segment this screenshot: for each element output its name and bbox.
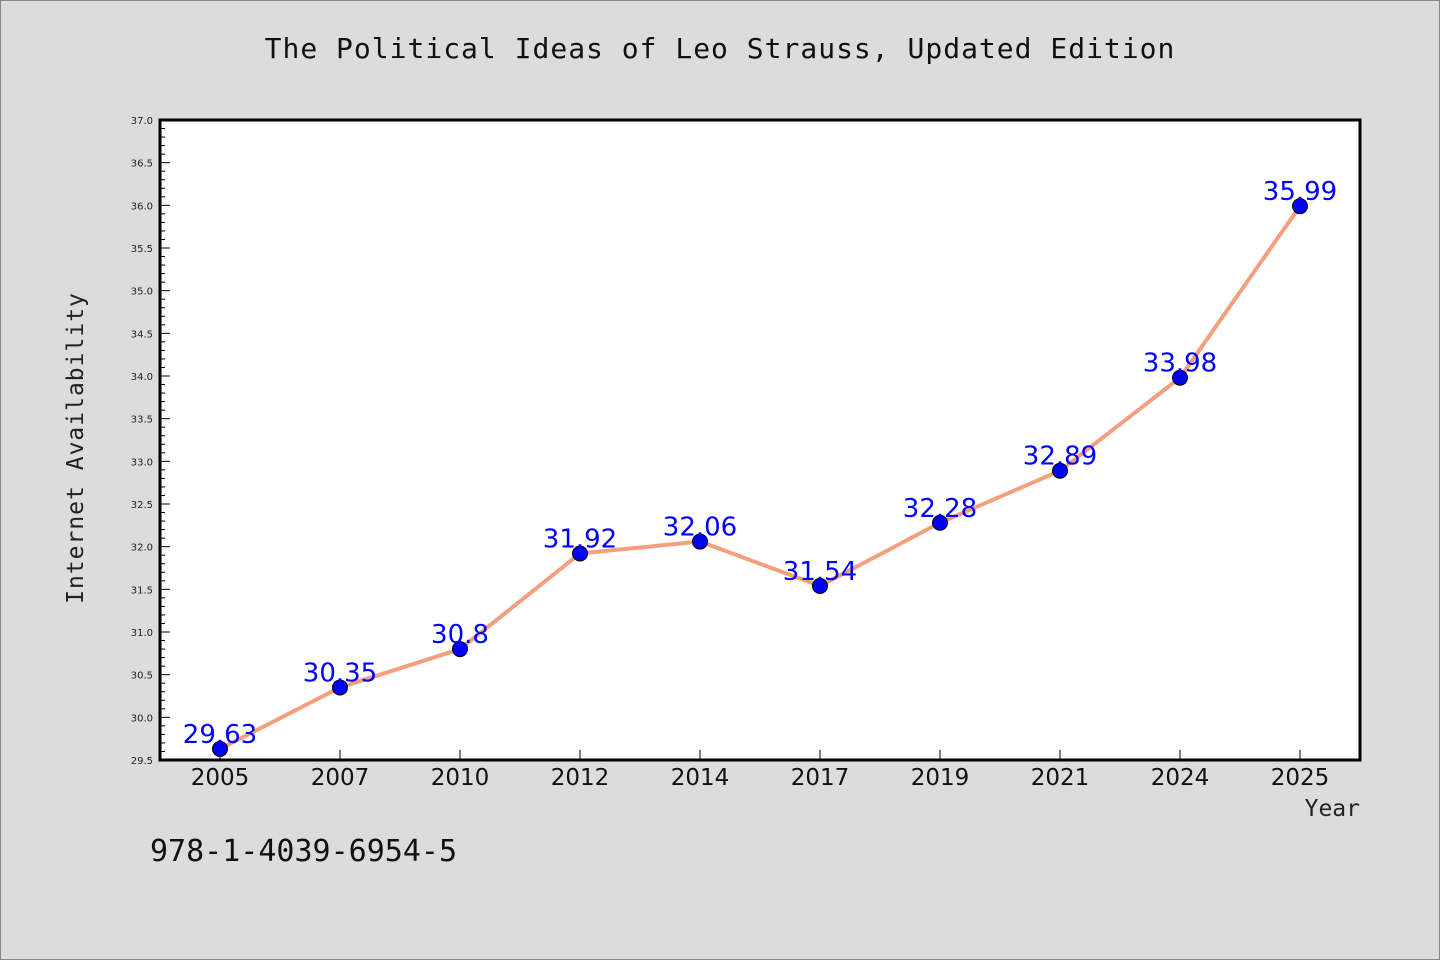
x-tick-label: 2017 bbox=[791, 765, 850, 791]
data-point bbox=[212, 740, 228, 757]
y-tick-label: 31.0 bbox=[131, 628, 153, 639]
data-label: 30.8 bbox=[431, 620, 489, 650]
x-tick-label: 2025 bbox=[1271, 765, 1330, 791]
y-tick-label: 31.5 bbox=[131, 585, 153, 596]
x-axis-label: Year bbox=[1304, 796, 1360, 822]
data-label: 31.54 bbox=[783, 557, 857, 587]
data-label: 32.06 bbox=[663, 513, 737, 543]
data-label: 32.89 bbox=[1023, 442, 1097, 472]
y-tick-label: 33.5 bbox=[131, 415, 153, 426]
data-point bbox=[1052, 462, 1068, 479]
y-tick-label: 30.5 bbox=[131, 671, 153, 682]
isbn-text: 978-1-4039-6954-5 bbox=[150, 834, 458, 869]
data-point bbox=[932, 514, 948, 531]
data-label: 30.35 bbox=[303, 658, 377, 688]
data-label: 33.98 bbox=[1143, 349, 1217, 379]
y-tick-label: 30.0 bbox=[131, 713, 153, 724]
x-tick-label: 2014 bbox=[671, 765, 730, 791]
data-label: 35.99 bbox=[1263, 177, 1337, 207]
y-tick-label: 36.5 bbox=[131, 159, 153, 170]
x-tick-label: 2024 bbox=[1151, 765, 1210, 791]
chart-title: The Political Ideas of Leo Strauss, Upda… bbox=[264, 32, 1176, 65]
y-axis-ticks: 29.5 30.0 30.5 31.0 31.5 32.0 32.5 33.0 33.5 34.0… bbox=[131, 116, 170, 767]
y-tick-label: 32.5 bbox=[131, 500, 153, 511]
x-tick-label: 2012 bbox=[551, 765, 610, 791]
data-label: 31.92 bbox=[543, 524, 617, 554]
y-tick-label: 29.5 bbox=[131, 756, 153, 767]
series-line bbox=[219, 205, 1302, 751]
y-tick-label: 35.5 bbox=[131, 244, 153, 255]
plot-area bbox=[158, 118, 1362, 762]
x-tick-label: 2007 bbox=[311, 765, 370, 791]
y-tick-label: 34.5 bbox=[131, 329, 153, 340]
data-label: 29.63 bbox=[183, 720, 257, 750]
x-tick-label: 2019 bbox=[911, 765, 970, 791]
data-point bbox=[692, 533, 708, 550]
y-tick-label: 33.0 bbox=[131, 457, 153, 468]
y-tick-label: 32.0 bbox=[131, 543, 153, 554]
data-labels: 29.63 30.35 30.8 31.92 32.06 31.54 32.28 32.89 3… bbox=[183, 177, 1337, 750]
y-tick-label: 34.0 bbox=[131, 372, 153, 383]
data-series bbox=[212, 198, 1308, 757]
data-point bbox=[452, 641, 468, 658]
data-point bbox=[812, 577, 828, 594]
x-tick-label: 2021 bbox=[1031, 765, 1090, 791]
y-tick-label: 36.0 bbox=[131, 201, 153, 212]
data-point bbox=[1292, 198, 1308, 215]
x-axis-ticks: 2005 2007 2010 2012 2014 2017 2019 2021 2024 2025 bbox=[191, 750, 1330, 791]
x-tick-label: 2005 bbox=[191, 765, 250, 791]
data-label: 32.28 bbox=[903, 494, 977, 524]
y-tick-label: 37.0 bbox=[131, 116, 153, 127]
data-point bbox=[1172, 369, 1188, 386]
data-point bbox=[332, 679, 348, 696]
y-tick-label: 35.0 bbox=[131, 287, 153, 298]
data-point bbox=[572, 545, 588, 562]
x-tick-label: 2010 bbox=[431, 765, 490, 791]
